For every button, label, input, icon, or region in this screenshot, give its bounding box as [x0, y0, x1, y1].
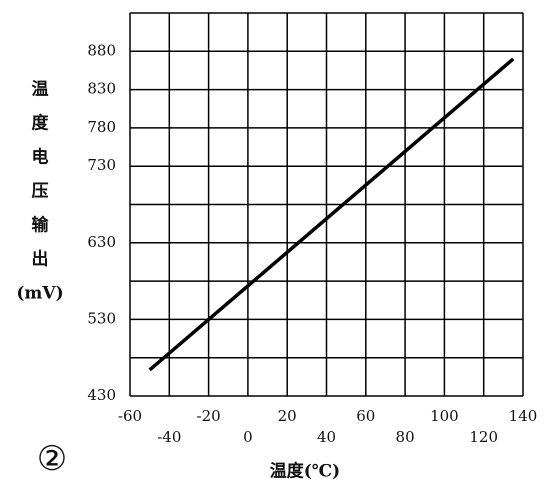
x-tick-label: -60 — [118, 407, 142, 425]
x-tick-label: -20 — [197, 407, 221, 425]
x-tick-label: 60 — [356, 407, 375, 425]
y-axis-label: 出 — [32, 249, 49, 270]
y-axis-label: 度 — [32, 113, 50, 134]
x-tick-label: 120 — [469, 428, 498, 446]
x-tick-label: -40 — [157, 428, 181, 446]
x-tick-label: 0 — [243, 428, 253, 446]
x-tick-label: 20 — [278, 407, 297, 425]
y-tick-label: 430 — [87, 386, 116, 404]
y-tick-label: 780 — [87, 118, 116, 136]
y-tick-label: 530 — [87, 309, 116, 327]
y-tick-label: 630 — [87, 233, 116, 251]
y-tick-label: 730 — [87, 156, 116, 174]
y-tick-label: 830 — [87, 80, 116, 98]
y-axis-label: 温 — [32, 80, 49, 100]
x-axis-label: 温度(℃) — [270, 461, 340, 482]
annotation: ② — [37, 439, 67, 479]
y-axis-label: 电 — [32, 147, 49, 168]
x-tick-label: 140 — [509, 407, 538, 425]
line — [148, 57, 515, 372]
x-tick-label: 80 — [396, 428, 415, 446]
y-axis-label: 压 — [32, 182, 49, 202]
x-tick-label: 100 — [430, 407, 459, 425]
x-tick-label: 40 — [317, 428, 336, 446]
y-axis-label: 输 — [32, 215, 50, 236]
y-tick-label: 880 — [87, 41, 116, 59]
y-axis-label: (mV) — [16, 284, 63, 304]
